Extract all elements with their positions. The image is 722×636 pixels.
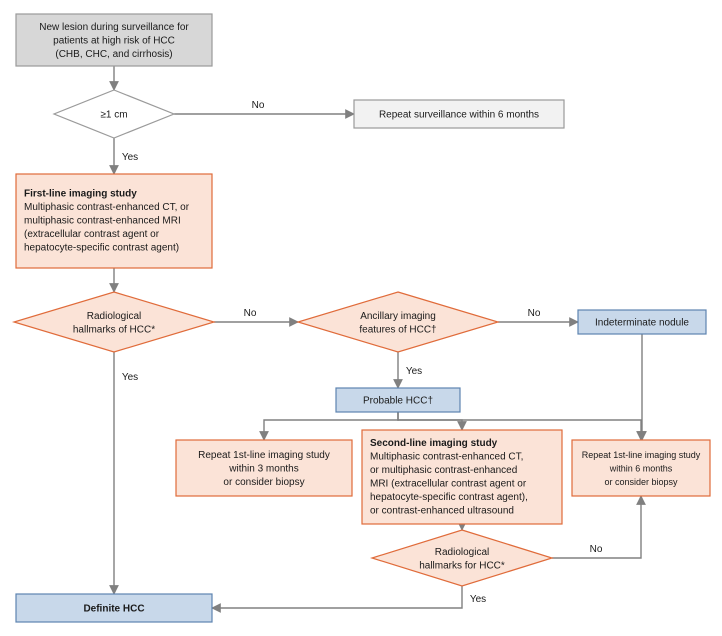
edge-14	[212, 586, 462, 608]
node-repeat_3mo: Repeat 1st-line imaging study within 3 mo…	[176, 440, 352, 496]
node-repeat_surv: Repeat surveillance within 6 months	[354, 100, 564, 128]
node-second_line-line-0: Second-line imaging study	[370, 438, 498, 449]
node-rad_hallmarks2: Radiological hallmarks for HCC*	[372, 530, 552, 586]
node-second_line-line-2: or multiphasic contrast-enhanced	[370, 465, 517, 476]
node-rad_hallmarks1: Radiological hallmarks of HCC*	[14, 292, 214, 352]
node-first_line-line-2: multiphasic contrast-enhanced MRI	[24, 216, 181, 227]
edge-9	[398, 412, 462, 430]
node-rad_hallmarks2-line-1: hallmarks for HCC*	[419, 560, 505, 571]
edge-label-13: No	[590, 544, 603, 555]
node-rad_hallmarks1-line-0: Radiological	[87, 311, 141, 322]
node-ancillary-line-0: Ancillary imaging	[360, 311, 436, 322]
node-second_line-line-5: or contrast-enhanced ultrasound	[370, 505, 514, 516]
node-second_line: Second-line imaging study Multiphasic con…	[362, 430, 562, 524]
node-start-line-2: (CHB, CHC, and cirrhosis)	[55, 49, 172, 60]
node-probable-line-0: Probable HCC†	[363, 396, 433, 407]
node-first_line-line-3: (extracellular contrast agent or	[24, 229, 160, 240]
node-definite-line-0: Definite HCC	[83, 604, 144, 615]
node-rad_hallmarks2-line-0: Radiological	[435, 547, 489, 558]
edge-label-7: Yes	[406, 366, 422, 377]
edge-label-5: No	[244, 308, 257, 319]
node-indeterminate: Indeterminate nodule	[578, 310, 706, 334]
node-first_line-line-4: hepatocyte-specific contrast agent)	[24, 243, 179, 254]
node-repeat_6mo-line-2: or consider biopsy	[604, 477, 678, 487]
node-repeat_6mo: Repeat 1st-line imaging study within 6 mo…	[572, 440, 710, 496]
edge-label-1: No	[252, 100, 265, 111]
node-rad_hallmarks1-line-1: hallmarks of HCC*	[73, 324, 155, 335]
nodes-layer: New lesion during surveillance for patien…	[14, 14, 710, 622]
edge-label-14: Yes	[470, 594, 486, 605]
node-repeat_3mo-line-0: Repeat 1st-line imaging study	[198, 450, 330, 461]
edge-label-6: No	[528, 308, 541, 319]
node-repeat_3mo-line-2: or consider biopsy	[223, 477, 304, 488]
node-repeat_surv-line-0: Repeat surveillance within 6 months	[379, 110, 539, 121]
node-size_decision: ≥1 cm	[54, 90, 174, 138]
node-start: New lesion during surveillance for patien…	[16, 14, 212, 66]
node-definite: Definite HCC	[16, 594, 212, 622]
node-ancillary-line-1: features of HCC†	[359, 324, 436, 335]
edge-label-2: Yes	[122, 152, 138, 163]
edge-label-4: Yes	[122, 372, 138, 383]
node-second_line-line-1: Multiphasic contrast-enhanced CT,	[370, 451, 523, 462]
node-start-line-1: patients at high risk of HCC	[53, 36, 175, 47]
node-first_line: First-line imaging study Multiphasic cont…	[16, 174, 212, 268]
node-repeat_3mo-line-1: within 3 months	[228, 464, 298, 475]
node-first_line-line-1: Multiphasic contrast-enhanced CT, or	[24, 202, 190, 213]
node-second_line-line-3: MRI (extracellular contrast agent or	[370, 478, 527, 489]
node-indeterminate-line-0: Indeterminate nodule	[595, 318, 689, 329]
node-size_decision-line-0: ≥1 cm	[100, 110, 127, 121]
node-repeat_6mo-line-0: Repeat 1st-line imaging study	[582, 450, 701, 460]
node-ancillary: Ancillary imaging features of HCC†	[298, 292, 498, 352]
node-probable: Probable HCC†	[336, 388, 460, 412]
node-second_line-line-4: hepatocyte-specific contrast agent),	[370, 492, 528, 503]
node-repeat_6mo-line-1: within 6 months	[609, 464, 673, 474]
node-start-line-0: New lesion during surveillance for	[39, 22, 189, 33]
node-first_line-line-0: First-line imaging study	[24, 189, 137, 200]
